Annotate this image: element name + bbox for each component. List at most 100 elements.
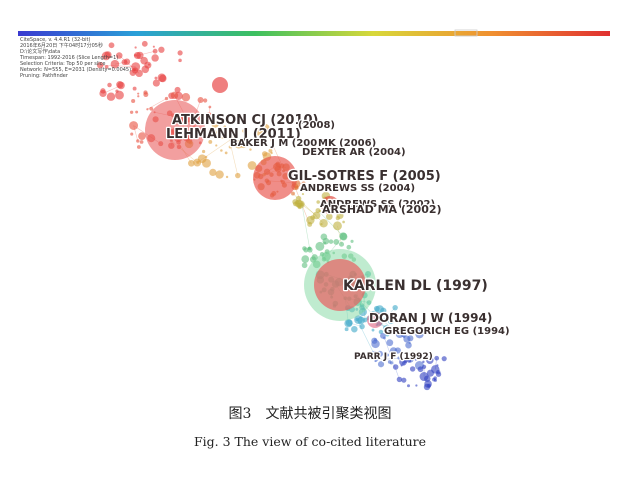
node — [132, 86, 137, 91]
node — [212, 77, 228, 93]
node — [188, 159, 195, 167]
node — [295, 195, 302, 202]
node — [415, 329, 424, 339]
node — [152, 79, 160, 87]
node-label: MK (2006) — [318, 138, 376, 149]
node — [371, 339, 380, 349]
node — [130, 132, 134, 136]
node — [129, 121, 139, 130]
node — [115, 90, 124, 100]
node — [426, 369, 435, 377]
node — [268, 148, 273, 153]
node — [231, 136, 235, 140]
node — [351, 325, 358, 333]
node — [389, 361, 394, 365]
link — [301, 204, 310, 249]
node — [143, 90, 148, 95]
node-label: DORAN J W (1994) — [369, 311, 492, 325]
node — [235, 172, 241, 179]
node — [336, 211, 344, 220]
node — [152, 45, 155, 48]
node — [151, 54, 159, 62]
node — [249, 148, 252, 151]
node — [377, 361, 385, 368]
node — [319, 218, 328, 228]
node — [301, 181, 306, 186]
caption-en: Fig. 3 The view of co-cited literature — [194, 434, 426, 449]
node — [422, 360, 425, 364]
node — [181, 93, 191, 102]
node-label: ATKINSON CJ (2010) — [172, 113, 319, 128]
node — [202, 158, 211, 168]
node — [99, 89, 107, 98]
node — [212, 129, 216, 133]
node — [315, 241, 325, 251]
node — [174, 86, 181, 93]
node — [403, 335, 411, 343]
node — [225, 175, 229, 179]
node — [362, 317, 368, 323]
timeline-marker — [454, 29, 478, 37]
node-label: BAKER J M (2007) — [230, 138, 329, 149]
node — [208, 127, 213, 132]
node — [434, 355, 440, 361]
node — [303, 247, 309, 253]
node — [296, 171, 304, 179]
node — [104, 51, 112, 59]
link — [384, 337, 400, 380]
node-label: ANDREWS SS (2004) — [300, 183, 415, 194]
node — [301, 193, 305, 196]
node-label: DEXTER AR (2004) — [302, 147, 406, 158]
node — [136, 139, 140, 143]
node — [196, 160, 200, 164]
node — [177, 50, 183, 56]
node — [310, 215, 316, 221]
node — [228, 145, 232, 149]
node-label: (2008) — [298, 120, 335, 131]
node — [407, 359, 412, 363]
node — [301, 255, 310, 264]
timeline-bar — [18, 31, 610, 36]
node — [371, 328, 375, 332]
node — [208, 105, 212, 109]
header-line: Timespan: 1992-2016 (Slice Length=1) — [19, 55, 118, 61]
link — [397, 350, 430, 361]
node — [314, 259, 366, 311]
node — [344, 327, 349, 332]
header-line: 2016年6月20日 下午04时17分05秒 — [20, 42, 103, 49]
node — [158, 46, 165, 53]
node — [141, 65, 150, 74]
node — [392, 304, 398, 311]
node — [359, 323, 365, 330]
node — [140, 56, 148, 65]
node — [315, 208, 321, 213]
node — [386, 353, 390, 357]
node — [307, 246, 311, 250]
node-label: LEHMANN J (2011) — [166, 127, 301, 142]
header-text: CiteSpace, v. 4.4.R1 (32-bit) 2016年6月20日… — [19, 37, 131, 79]
node — [215, 144, 218, 147]
node — [201, 149, 206, 154]
node — [320, 222, 323, 226]
node — [108, 42, 115, 49]
node — [133, 51, 141, 59]
node — [392, 364, 399, 370]
node — [259, 122, 263, 126]
node — [131, 98, 136, 104]
node — [104, 65, 109, 69]
node — [394, 347, 401, 354]
node — [370, 350, 378, 358]
node — [417, 366, 424, 373]
node — [220, 149, 223, 152]
node — [355, 317, 359, 322]
node — [424, 375, 431, 382]
node — [208, 139, 213, 144]
node — [422, 364, 427, 369]
node — [399, 358, 407, 366]
node — [436, 364, 439, 367]
node — [320, 233, 328, 241]
node — [253, 156, 297, 200]
caption-zh: 图3 文献共被引聚类视图 — [229, 406, 392, 422]
